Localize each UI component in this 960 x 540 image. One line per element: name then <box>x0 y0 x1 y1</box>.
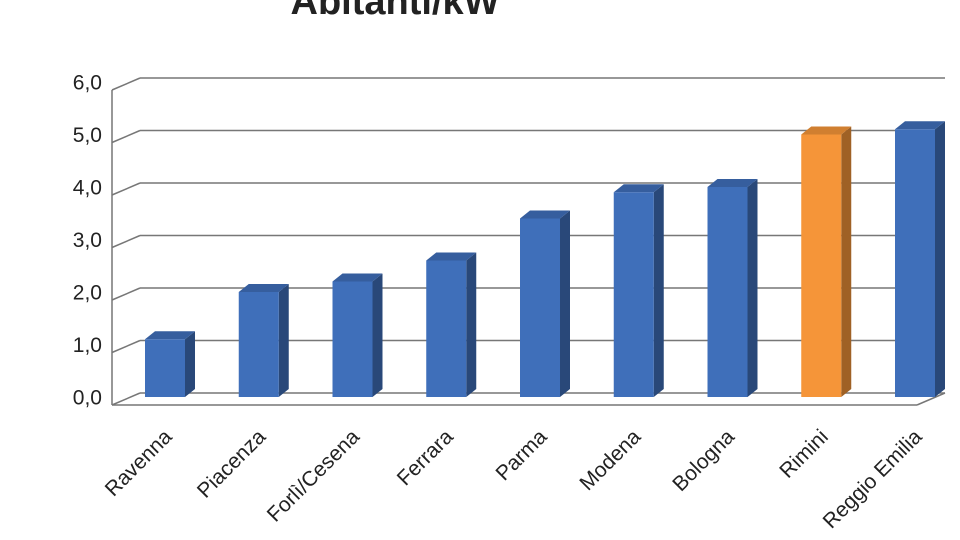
x-tick-label: Ferrara <box>393 425 458 490</box>
bar-top <box>613 184 664 193</box>
bar-top <box>426 252 477 261</box>
grid-line-side <box>111 339 141 354</box>
bar <box>332 281 373 397</box>
bar-side <box>372 273 383 397</box>
bar-side <box>466 252 477 397</box>
y-tick-label: 5,0 <box>73 124 102 147</box>
bar-side <box>841 126 852 397</box>
x-tick-label: Reggio Emilia <box>819 425 927 533</box>
grid-line-side <box>111 234 141 249</box>
bar <box>238 292 279 397</box>
floor-line <box>916 392 946 406</box>
bar-top <box>332 273 383 282</box>
bar-top <box>520 210 570 219</box>
x-tick-label: Rimini <box>775 425 833 483</box>
bar <box>520 218 560 397</box>
grid-line-side <box>111 287 141 301</box>
y-tick-label: 2,0 <box>73 282 102 305</box>
x-tick-label: Forlì/Cesena <box>263 425 364 526</box>
y-tick-label: 3,0 <box>73 229 102 252</box>
bar <box>707 187 748 397</box>
bar-top <box>145 331 195 340</box>
bar-top <box>801 126 852 135</box>
x-tick-label: Bologna <box>668 425 739 496</box>
bar-side <box>560 210 570 397</box>
x-tick-label: Parma <box>492 425 552 485</box>
y-tick-label: 0,0 <box>73 387 102 410</box>
bar-side <box>185 331 195 397</box>
bar-side <box>278 284 289 397</box>
x-tick-label: Ravenna <box>101 425 177 501</box>
bar-top <box>238 284 289 292</box>
bar <box>613 192 654 397</box>
chart-title: Abitanti/kW <box>291 0 500 23</box>
grid-line-side <box>111 129 141 144</box>
bar-side <box>747 179 758 397</box>
y-tick-label: 1,0 <box>73 334 102 357</box>
bar <box>895 129 935 397</box>
y-tick-label: 6,0 <box>73 72 102 95</box>
y-tick-label: 4,0 <box>73 177 102 200</box>
x-tick-label: Modena <box>575 425 645 495</box>
bar-side <box>935 121 945 397</box>
bar <box>145 339 185 397</box>
x-tick-label: Piacenza <box>193 425 271 503</box>
bar <box>426 260 467 397</box>
bar-top <box>895 121 945 130</box>
grid-line-side <box>111 392 141 406</box>
bar-side <box>653 184 664 397</box>
grid-line-side <box>111 77 141 91</box>
bar-top <box>707 179 758 187</box>
bar <box>801 134 842 397</box>
grid-line-side <box>111 182 141 196</box>
